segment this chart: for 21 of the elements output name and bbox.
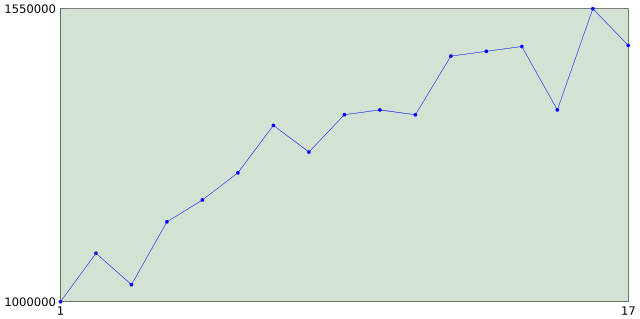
point [626, 44, 630, 48]
point [130, 282, 134, 286]
point [520, 44, 524, 48]
x-tick-label: 17 [622, 306, 635, 315]
y-tick-label: 1550000 [6, 4, 56, 14]
point [200, 198, 204, 202]
y-tick-label: 1000000 [6, 297, 56, 306]
point [378, 108, 382, 112]
point [307, 150, 311, 154]
point [449, 54, 453, 58]
point [94, 251, 98, 256]
point [556, 108, 560, 112]
point [484, 49, 488, 54]
point [165, 220, 169, 224]
point [591, 6, 595, 10]
point [342, 112, 346, 116]
x-tick-label: 1 [58, 306, 64, 315]
point [58, 300, 62, 304]
point [272, 124, 276, 128]
point [236, 170, 240, 175]
point [414, 112, 418, 116]
